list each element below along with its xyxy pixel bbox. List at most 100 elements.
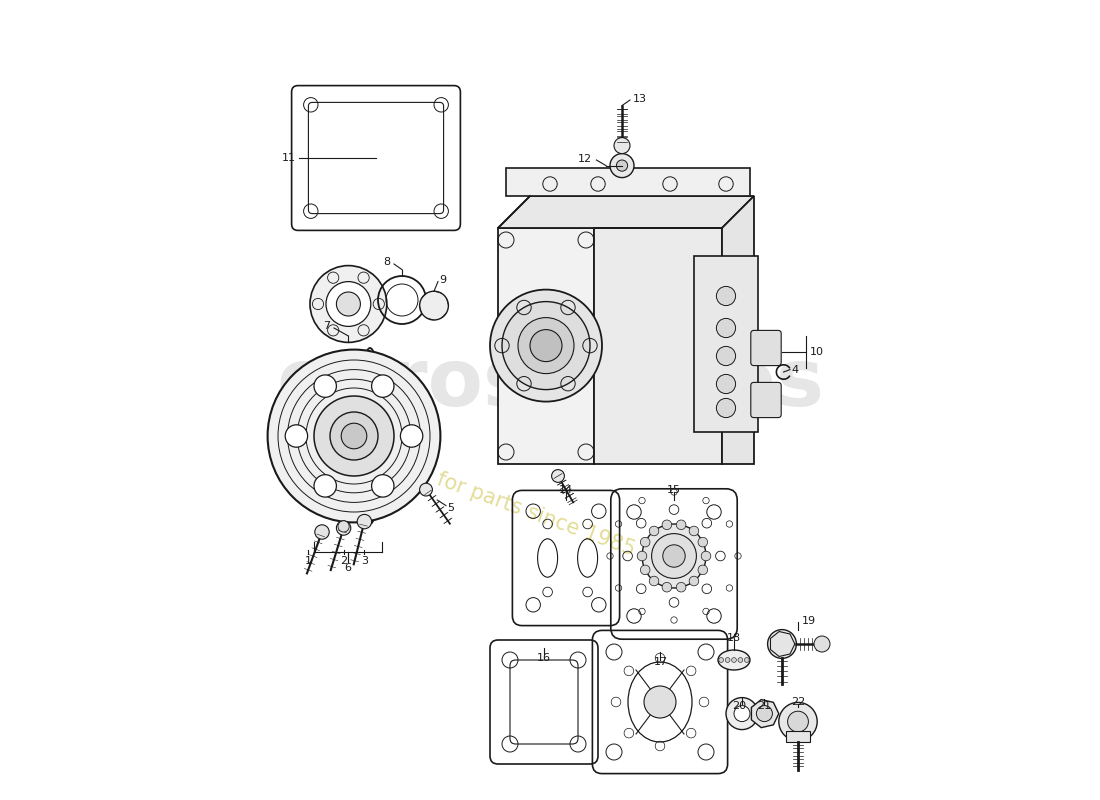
Circle shape [745, 658, 749, 662]
Circle shape [614, 138, 630, 154]
Circle shape [725, 658, 730, 662]
Circle shape [662, 520, 672, 530]
Circle shape [518, 318, 574, 374]
Circle shape [315, 525, 329, 539]
Circle shape [698, 538, 707, 547]
Polygon shape [498, 196, 754, 228]
Circle shape [644, 686, 676, 718]
Circle shape [640, 538, 650, 547]
Circle shape [716, 346, 736, 366]
Circle shape [690, 576, 698, 586]
Circle shape [814, 636, 830, 652]
Circle shape [358, 514, 372, 529]
Text: eurospartes: eurospartes [276, 345, 824, 423]
Circle shape [330, 412, 378, 460]
Polygon shape [722, 196, 754, 464]
Circle shape [419, 291, 449, 320]
Circle shape [338, 521, 349, 532]
Text: 13: 13 [632, 94, 647, 104]
Circle shape [726, 698, 758, 730]
Circle shape [310, 266, 387, 342]
Text: a passion for parts since 1985: a passion for parts since 1985 [334, 433, 637, 559]
Circle shape [663, 545, 685, 567]
Circle shape [698, 565, 707, 574]
Ellipse shape [358, 348, 382, 524]
Circle shape [774, 636, 790, 652]
Circle shape [690, 526, 698, 536]
Text: 16: 16 [537, 653, 551, 662]
Text: 15: 15 [667, 486, 681, 495]
Circle shape [779, 702, 817, 741]
Text: 2: 2 [340, 556, 348, 566]
Circle shape [314, 375, 337, 398]
Circle shape [502, 302, 590, 390]
Polygon shape [506, 168, 750, 196]
Circle shape [676, 520, 686, 530]
Polygon shape [594, 228, 722, 464]
Circle shape [610, 154, 634, 178]
Text: 3: 3 [361, 556, 367, 566]
Circle shape [757, 706, 772, 722]
Polygon shape [770, 631, 795, 657]
Circle shape [718, 658, 724, 662]
Text: 14: 14 [559, 486, 573, 495]
Circle shape [676, 582, 686, 592]
Circle shape [314, 396, 394, 476]
Circle shape [738, 658, 742, 662]
Circle shape [642, 524, 706, 588]
Circle shape [716, 318, 736, 338]
Text: 5: 5 [448, 503, 454, 513]
Circle shape [285, 425, 308, 447]
Circle shape [651, 534, 696, 578]
Polygon shape [751, 699, 779, 728]
Circle shape [768, 630, 796, 658]
Circle shape [716, 286, 736, 306]
Circle shape [649, 576, 659, 586]
Text: 22: 22 [791, 698, 805, 707]
Circle shape [490, 290, 602, 402]
Circle shape [326, 282, 371, 326]
Circle shape [337, 521, 351, 535]
Text: 1: 1 [305, 556, 312, 566]
Circle shape [372, 474, 394, 497]
Text: 20: 20 [732, 702, 746, 711]
Text: 4: 4 [792, 365, 799, 374]
Circle shape [337, 292, 361, 316]
Circle shape [637, 551, 647, 561]
Circle shape [419, 483, 432, 496]
Circle shape [788, 711, 808, 732]
Circle shape [649, 526, 659, 536]
Text: 18: 18 [727, 633, 741, 642]
Text: 21: 21 [757, 702, 771, 711]
Circle shape [314, 474, 337, 497]
Text: 7: 7 [323, 322, 330, 331]
Circle shape [716, 374, 736, 394]
Circle shape [716, 398, 736, 418]
Text: 12: 12 [579, 154, 593, 164]
FancyBboxPatch shape [751, 382, 781, 418]
FancyBboxPatch shape [751, 330, 781, 366]
Text: 9: 9 [440, 275, 447, 285]
Text: 11: 11 [282, 153, 296, 162]
Bar [786, 731, 810, 742]
Circle shape [267, 350, 440, 522]
Text: 10: 10 [810, 347, 824, 357]
Text: 17: 17 [653, 658, 668, 667]
Circle shape [530, 330, 562, 362]
Circle shape [640, 565, 650, 574]
Circle shape [734, 706, 750, 722]
Text: 6: 6 [344, 563, 351, 573]
Polygon shape [694, 256, 758, 432]
Circle shape [616, 160, 628, 171]
Circle shape [372, 375, 394, 398]
Circle shape [732, 658, 736, 662]
Polygon shape [498, 228, 594, 464]
Text: 8: 8 [383, 258, 390, 267]
Circle shape [701, 551, 711, 561]
Circle shape [662, 582, 672, 592]
Circle shape [341, 423, 366, 449]
Circle shape [551, 470, 564, 482]
Ellipse shape [718, 650, 750, 670]
Ellipse shape [340, 350, 360, 522]
Circle shape [400, 425, 422, 447]
